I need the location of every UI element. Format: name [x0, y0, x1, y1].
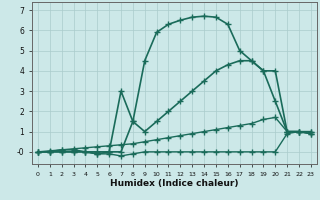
- X-axis label: Humidex (Indice chaleur): Humidex (Indice chaleur): [110, 179, 239, 188]
